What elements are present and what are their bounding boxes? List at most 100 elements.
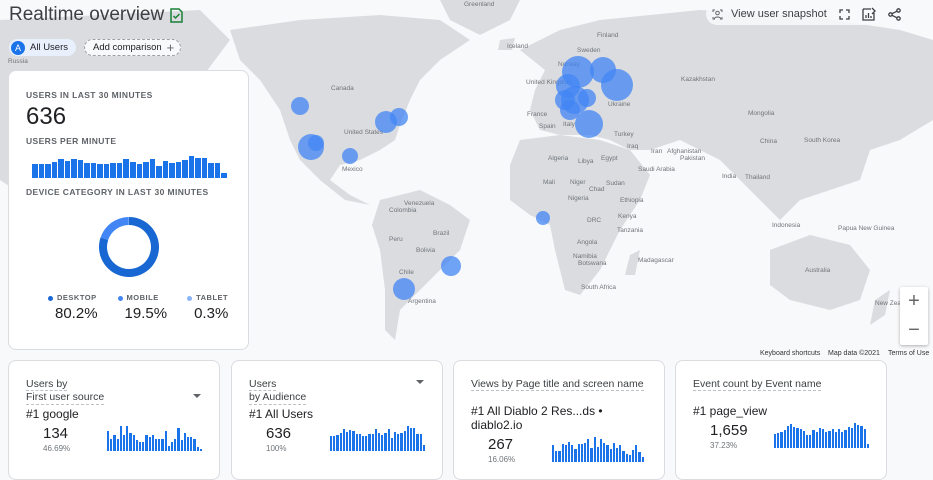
bar[interactable] — [400, 432, 403, 451]
zoom-out-button[interactable]: − — [908, 319, 920, 341]
user-location-bubble[interactable] — [390, 108, 408, 126]
bar[interactable] — [362, 435, 365, 451]
bar[interactable] — [574, 448, 577, 462]
bar[interactable] — [156, 166, 162, 178]
bar[interactable] — [857, 424, 860, 448]
bar[interactable] — [422, 445, 426, 451]
keyboard-shortcuts-link[interactable]: Keyboard shortcuts — [760, 350, 821, 357]
bar[interactable] — [815, 431, 818, 448]
bar[interactable] — [103, 164, 110, 178]
bar[interactable] — [564, 445, 567, 462]
bar[interactable] — [158, 438, 161, 451]
bar[interactable] — [208, 162, 214, 178]
bar[interactable] — [45, 163, 51, 178]
bar[interactable] — [123, 158, 129, 178]
card-title[interactable]: Event count by Event name — [693, 378, 822, 391]
bar[interactable] — [397, 433, 400, 451]
bar[interactable] — [135, 440, 138, 451]
bar[interactable] — [145, 434, 148, 451]
bar[interactable] — [403, 430, 406, 451]
bar[interactable] — [584, 442, 587, 462]
user-location-bubble[interactable] — [601, 69, 633, 101]
bar[interactable] — [58, 158, 64, 178]
bar[interactable] — [384, 432, 387, 451]
bar[interactable] — [221, 172, 227, 178]
bar[interactable] — [786, 425, 789, 448]
bar[interactable] — [619, 445, 622, 462]
bar[interactable] — [806, 435, 809, 448]
bar[interactable] — [777, 433, 780, 448]
bar[interactable] — [90, 162, 97, 178]
bar[interactable] — [558, 451, 561, 462]
bar[interactable] — [38, 164, 45, 178]
bar[interactable] — [164, 431, 167, 451]
bar[interactable] — [119, 426, 122, 451]
bar[interactable] — [169, 162, 175, 178]
user-location-bubble[interactable] — [342, 148, 358, 164]
bar[interactable] — [847, 427, 850, 448]
bar[interactable] — [149, 158, 156, 178]
user-location-bubble[interactable] — [308, 135, 324, 151]
bar[interactable] — [606, 445, 609, 462]
card-dimension[interactable]: First user source — [26, 391, 105, 405]
bar[interactable] — [342, 428, 345, 451]
bar[interactable] — [151, 434, 155, 451]
bar[interactable] — [632, 450, 635, 462]
bar[interactable] — [783, 429, 786, 448]
bar[interactable] — [796, 428, 799, 448]
bar[interactable] — [201, 157, 208, 178]
bar[interactable] — [122, 434, 126, 451]
bar[interactable] — [413, 427, 416, 451]
user-location-bubble[interactable] — [560, 100, 580, 120]
bar[interactable] — [809, 435, 812, 448]
bar[interactable] — [155, 438, 158, 451]
bar[interactable] — [555, 451, 558, 462]
terms-link[interactable]: Terms of Use — [888, 350, 930, 357]
bar[interactable] — [603, 442, 606, 462]
bar[interactable] — [358, 433, 361, 451]
bar[interactable] — [371, 433, 374, 451]
bar[interactable] — [64, 161, 71, 178]
share-icon[interactable] — [887, 7, 901, 21]
bar[interactable] — [129, 161, 136, 178]
bar[interactable] — [352, 430, 355, 451]
bar[interactable] — [349, 429, 352, 451]
bar[interactable] — [609, 448, 612, 462]
bar[interactable] — [355, 433, 358, 451]
bar[interactable] — [143, 161, 149, 178]
bar[interactable] — [387, 428, 390, 451]
bar[interactable] — [378, 432, 381, 451]
bar[interactable] — [641, 457, 644, 462]
bar[interactable] — [174, 438, 177, 451]
bar[interactable] — [32, 164, 38, 178]
bar[interactable] — [773, 434, 777, 448]
bar[interactable] — [171, 442, 174, 451]
bar[interactable] — [866, 443, 870, 448]
bar[interactable] — [190, 436, 193, 451]
bar[interactable] — [590, 447, 593, 462]
donut-slice-tablet[interactable] — [127, 217, 129, 226]
bar[interactable] — [799, 429, 802, 448]
bar[interactable] — [825, 432, 828, 448]
bar[interactable] — [854, 423, 857, 448]
user-location-bubble[interactable] — [578, 89, 596, 107]
bar[interactable] — [587, 439, 590, 462]
edit-chart-icon[interactable] — [862, 7, 876, 21]
bar[interactable] — [577, 444, 580, 462]
bar[interactable] — [394, 431, 397, 451]
bar[interactable] — [812, 429, 815, 448]
bar[interactable] — [780, 432, 783, 448]
bar[interactable] — [841, 431, 844, 448]
bar[interactable] — [834, 432, 838, 448]
bar[interactable] — [612, 442, 616, 462]
bar[interactable] — [77, 160, 84, 178]
bar[interactable] — [828, 430, 831, 448]
all-users-chip[interactable]: A All Users — [9, 39, 77, 56]
bar[interactable] — [116, 162, 123, 178]
bar[interactable] — [789, 423, 793, 448]
card-title[interactable]: Views by Page title and screen name — [471, 378, 644, 391]
bar[interactable] — [132, 434, 135, 451]
bar[interactable] — [139, 442, 142, 451]
donut-slice-mobile[interactable] — [100, 217, 129, 240]
bar[interactable] — [175, 161, 182, 178]
